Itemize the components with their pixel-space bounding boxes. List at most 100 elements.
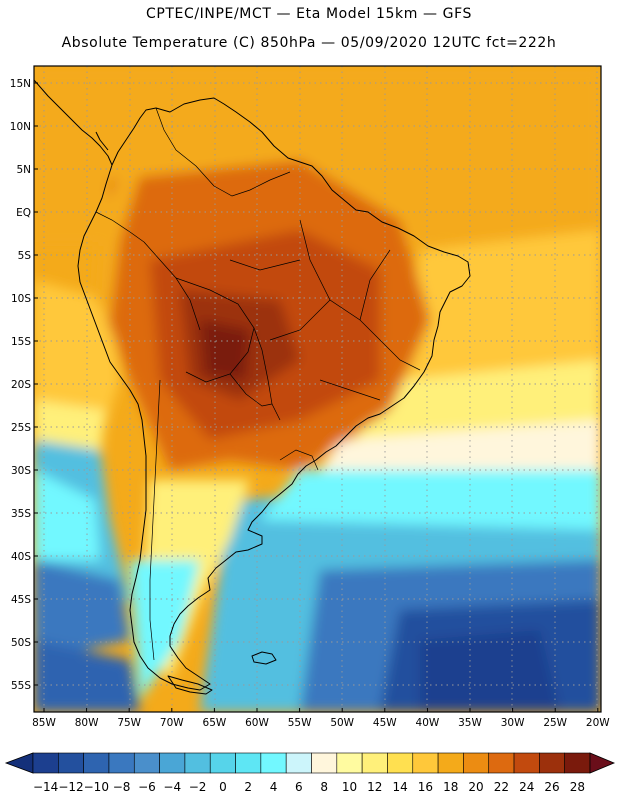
lon-label: 40W xyxy=(416,717,440,729)
coastline-tierra-del-fuego xyxy=(167,675,213,695)
colorbar-swatch xyxy=(387,752,414,774)
temperature-map: 15N 10N 5N EQ 5S 10S 15S 20S 25S 30S 35S 40S 45S 50S 5… xyxy=(10,65,610,729)
colorbar-swatch xyxy=(83,752,110,774)
colorbar-label: 20 xyxy=(468,780,483,794)
colorbar-label: −12 xyxy=(58,780,83,794)
colorbar-label: 6 xyxy=(295,780,303,794)
field-pacific-deep xyxy=(34,640,140,712)
field-layer xyxy=(34,66,601,712)
colorbar-swatches xyxy=(4,752,616,774)
colorbar-under-arrow xyxy=(4,752,34,774)
colorbar-swatch xyxy=(361,752,388,774)
coastline-central-america xyxy=(34,79,113,166)
lat-label: 40S xyxy=(11,551,31,563)
colorbar-label: 10 xyxy=(342,780,357,794)
colorbar-swatch xyxy=(336,752,363,774)
lon-label: 50W xyxy=(330,717,354,729)
coastlines xyxy=(34,79,471,695)
latitude-labels: 15N 10N 5N EQ 5S 10S 15S 20S 25S 30S 35S 40S 45S 50S 5… xyxy=(10,78,38,692)
colorbar-swatch xyxy=(539,752,565,774)
colorbar-over-arrow xyxy=(589,752,616,774)
lon-label: 25W xyxy=(543,717,567,729)
colorbar-label: 26 xyxy=(544,780,559,794)
colorbar-label: 18 xyxy=(443,780,458,794)
colorbar-swatch xyxy=(412,752,439,774)
lat-label: 5S xyxy=(18,250,32,262)
graticule xyxy=(34,66,601,712)
field-southatlantic-deepest xyxy=(420,630,560,712)
coastline-falklands xyxy=(251,651,277,665)
border-colombia-venezuela xyxy=(155,107,215,187)
lat-label: 10N xyxy=(10,121,31,133)
border-ecuador-peru xyxy=(95,211,145,243)
colorbar-swatch xyxy=(488,752,515,774)
colorbar-label: 2 xyxy=(244,780,252,794)
chart-title-line1: CPTEC/INPE/MCT — Eta Model 15km — GFS xyxy=(145,6,473,22)
lat-label: 45S xyxy=(11,594,31,606)
lat-label: 10S xyxy=(11,293,31,305)
colorbar-swatch xyxy=(32,752,59,774)
lat-label: 50S xyxy=(11,637,31,649)
lat-label: 15N xyxy=(10,78,31,90)
colorbar-label: 28 xyxy=(570,780,585,794)
lat-label: 35S xyxy=(11,508,31,520)
lat-label: 20S xyxy=(11,379,31,391)
border-bolivia xyxy=(175,277,255,383)
border-brazil-west xyxy=(253,327,281,421)
lat-label: 25S xyxy=(11,422,31,434)
lat-label: 30S xyxy=(11,465,31,477)
country-borders xyxy=(95,107,421,661)
field-pacific-cyan xyxy=(34,470,100,560)
border-venezuela-brazil xyxy=(213,171,291,197)
lat-label: EQ xyxy=(16,207,31,219)
border-uruguay xyxy=(279,449,319,471)
border-brazil-states xyxy=(229,219,421,401)
lon-label: 70W xyxy=(160,717,184,729)
colorbar-label: 22 xyxy=(494,780,509,794)
field-caribbean xyxy=(34,66,601,130)
coastline-south-america xyxy=(77,97,471,691)
colorbar-label: 16 xyxy=(418,780,433,794)
colorbar: −14 −12 −10 −8 −6 −4 −2 0 2 4 6 8 10 12 14 16 18 20 22 24 26… xyxy=(4,752,616,794)
border-paraguay xyxy=(229,373,273,407)
colorbar-label: −14 xyxy=(33,780,58,794)
lon-label: 45W xyxy=(373,717,397,729)
colorbar-label: 0 xyxy=(219,780,227,794)
lon-label: 75W xyxy=(117,717,141,729)
lon-label: 55W xyxy=(288,717,312,729)
colorbar-swatch xyxy=(58,752,84,774)
colorbar-swatch xyxy=(133,752,160,774)
colorbar-label: 8 xyxy=(320,780,328,794)
border-argentina-chile xyxy=(149,379,161,661)
colorbar-swatch xyxy=(285,752,312,774)
field-patagonia-cyan xyxy=(130,560,200,700)
colorbar-swatch xyxy=(564,752,591,774)
colorbar-label: 24 xyxy=(519,780,534,794)
colorbar-label: −6 xyxy=(138,780,156,794)
lon-label: 60W xyxy=(245,717,269,729)
colorbar-swatch xyxy=(311,752,338,774)
field-andes-north xyxy=(95,150,145,320)
colorbar-labels: −14 −12 −10 −8 −6 −4 −2 0 2 4 6 8 10 12 14 16 18 20 22 24 26… xyxy=(33,780,585,794)
colorbar-label: −8 xyxy=(113,780,131,794)
field-pacific-mid xyxy=(34,560,130,660)
map-frame xyxy=(33,65,602,713)
colorbar-swatch xyxy=(463,752,490,774)
lon-label: 35W xyxy=(458,717,482,729)
lat-label: 5N xyxy=(16,164,31,176)
lon-label: 30W xyxy=(501,717,525,729)
colorbar-swatch xyxy=(235,752,262,774)
colorbar-swatch xyxy=(159,752,186,774)
lat-label: 15S xyxy=(11,336,31,348)
colorbar-swatch xyxy=(513,752,540,774)
lat-label: 55S xyxy=(11,680,31,692)
colorbar-label: −2 xyxy=(189,780,207,794)
lon-label: 80W xyxy=(75,717,99,729)
colorbar-swatch xyxy=(108,752,135,774)
field-southatlantic-cyan xyxy=(260,470,601,530)
colorbar-swatch xyxy=(260,752,287,774)
chart-title-line2: Absolute Temperature (C) 850hPa — 05/09/… xyxy=(61,35,557,51)
field-continent-hottest xyxy=(200,320,250,380)
lon-label: 85W xyxy=(32,717,56,729)
colorbar-label: 4 xyxy=(270,780,278,794)
